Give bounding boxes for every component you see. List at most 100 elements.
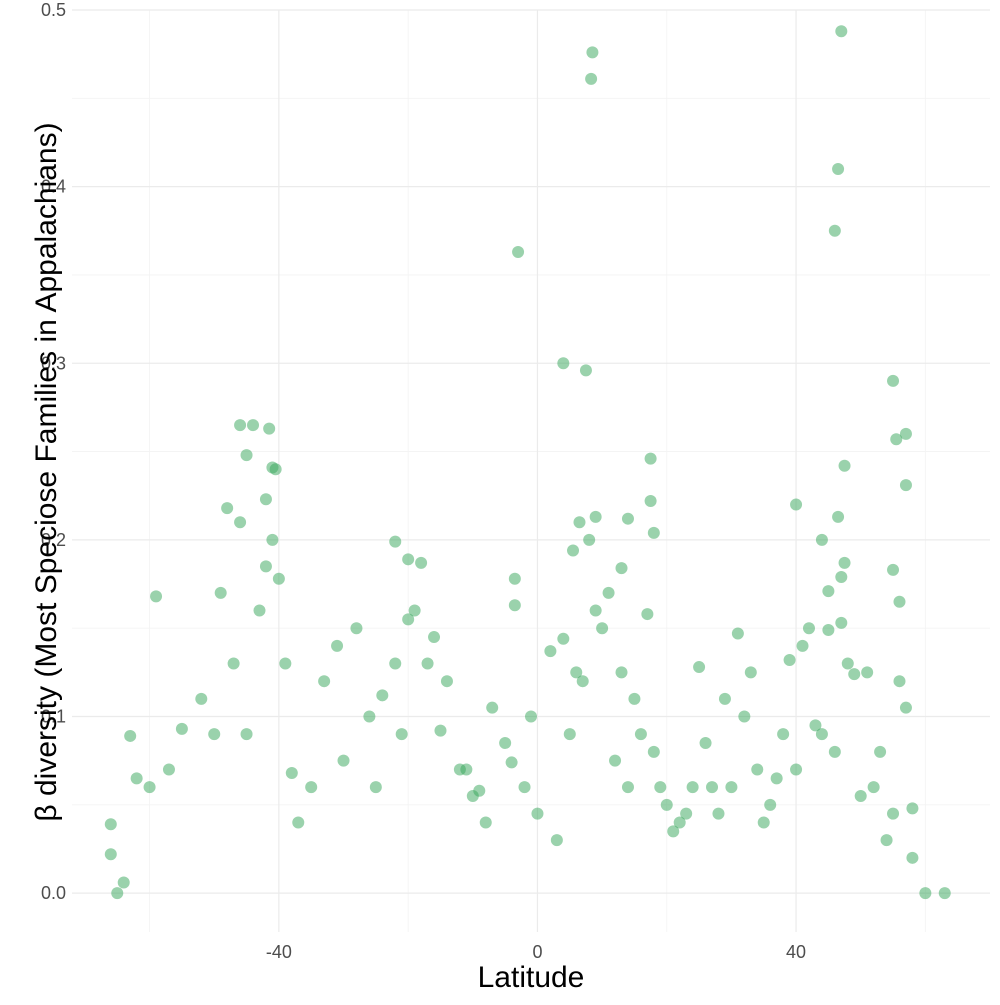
data-point — [838, 459, 851, 472]
data-point — [272, 572, 285, 585]
data-point — [887, 807, 900, 820]
data-point — [621, 781, 634, 794]
data-point — [259, 560, 272, 573]
data-point — [124, 729, 137, 742]
data-point — [434, 724, 447, 737]
data-point — [828, 224, 841, 237]
data-point — [602, 586, 615, 599]
y-axis-title: β diversity (Most Speciose Families in A… — [30, 122, 63, 821]
data-point — [647, 745, 660, 758]
data-point — [531, 807, 544, 820]
data-point — [111, 887, 124, 900]
data-point — [777, 728, 790, 741]
data-point — [647, 526, 660, 539]
data-point — [369, 781, 382, 794]
data-point — [331, 639, 344, 652]
data-point — [880, 834, 893, 847]
data-point — [544, 645, 557, 658]
data-point — [570, 666, 583, 679]
y-tick-label: 0.5 — [41, 0, 66, 20]
data-point — [259, 493, 272, 506]
data-point — [938, 887, 951, 900]
data-point — [550, 834, 563, 847]
data-point — [744, 666, 757, 679]
data-point — [841, 657, 854, 670]
data-point — [269, 463, 282, 476]
data-point — [162, 763, 175, 776]
data-point — [285, 767, 298, 780]
data-point — [573, 516, 586, 529]
data-point — [240, 728, 253, 741]
data-point — [505, 756, 518, 769]
data-point — [292, 816, 305, 829]
data-point — [899, 427, 912, 440]
data-point — [822, 623, 835, 636]
data-point — [673, 816, 686, 829]
data-point — [479, 816, 492, 829]
data-point — [499, 737, 512, 750]
data-point — [641, 608, 654, 621]
x-tick-label: 40 — [786, 942, 806, 962]
data-point — [893, 675, 906, 688]
data-point — [583, 533, 596, 546]
data-point — [525, 710, 537, 723]
data-point — [706, 781, 719, 794]
data-point — [395, 728, 408, 741]
data-point — [486, 701, 499, 714]
data-point — [796, 639, 809, 652]
data-point — [585, 72, 598, 85]
y-tick-label: 0.3 — [41, 353, 66, 373]
data-point — [887, 374, 900, 387]
x-axis-title: Latitude — [478, 961, 585, 994]
data-point — [586, 46, 599, 59]
data-point — [421, 657, 434, 670]
data-point — [835, 616, 848, 629]
data-point — [731, 627, 744, 640]
data-point — [279, 657, 292, 670]
data-point — [428, 631, 441, 644]
data-point — [263, 422, 276, 435]
data-point — [835, 25, 848, 38]
data-point — [815, 728, 828, 741]
data-point — [725, 781, 738, 794]
y-tick-label: 0.2 — [41, 530, 66, 550]
data-point — [175, 722, 188, 735]
data-point — [576, 675, 589, 688]
data-point — [848, 668, 861, 681]
data-point — [104, 848, 117, 861]
data-point — [596, 622, 609, 635]
data-point — [240, 449, 253, 462]
data-point — [266, 533, 279, 546]
data-point — [621, 512, 634, 525]
data-point — [615, 666, 628, 679]
data-point — [247, 419, 260, 432]
data-point — [822, 585, 835, 598]
data-point — [874, 745, 887, 758]
data-point — [686, 781, 699, 794]
data-point — [253, 604, 266, 617]
data-point — [508, 599, 521, 612]
data-point — [906, 851, 919, 864]
data-point — [867, 781, 880, 794]
y-tick-label: 0.1 — [41, 707, 66, 727]
data-point — [318, 675, 331, 688]
data-point — [234, 419, 247, 432]
data-point — [195, 692, 208, 705]
y-tick-label: 0.0 — [41, 883, 66, 903]
data-point — [693, 661, 706, 674]
data-point — [579, 364, 592, 377]
data-point — [389, 535, 402, 548]
x-tick-label: -40 — [266, 942, 292, 962]
data-point — [150, 590, 163, 603]
data-point — [751, 763, 764, 776]
data-point — [518, 781, 531, 794]
data-point — [832, 162, 845, 175]
data-point — [221, 502, 234, 515]
data-point — [680, 807, 693, 820]
data-point — [815, 533, 828, 546]
x-tick-label: 0 — [532, 942, 542, 962]
tick-labels: -40 0 40 0.0 0.1 0.2 0.3 0.4 0.5 — [41, 0, 806, 962]
data-point — [512, 245, 525, 258]
data-point — [130, 772, 143, 785]
